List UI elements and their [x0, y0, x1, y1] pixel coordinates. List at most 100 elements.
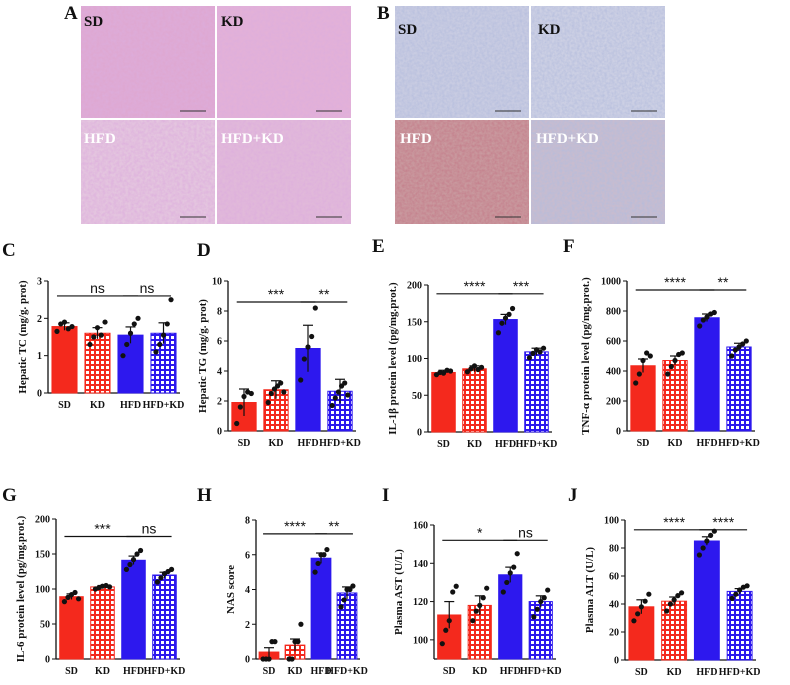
data-point	[502, 315, 509, 321]
bar-kd	[462, 368, 487, 433]
data-point	[266, 656, 272, 662]
x-tick-label: KD	[95, 666, 110, 677]
y-tick-label: 0	[37, 389, 42, 400]
data-point	[305, 344, 311, 350]
data-point	[534, 606, 540, 612]
significance-label: ****	[663, 514, 685, 530]
data-point	[278, 380, 284, 386]
panel-letter: E	[372, 236, 385, 257]
data-point	[665, 371, 671, 377]
data-point	[737, 587, 743, 593]
bar-hfd	[693, 540, 720, 661]
y-tick-label: 0	[45, 655, 50, 666]
y-tick-label: 200	[606, 397, 621, 408]
data-point	[638, 604, 644, 610]
data-point	[61, 599, 68, 605]
micrograph-label: SD	[84, 14, 103, 30]
y-axis-label: Plasma ALT (U/L)	[584, 547, 596, 634]
y-tick-label: 150	[407, 317, 422, 328]
data-point	[135, 315, 141, 321]
x-tick-label: SD	[58, 400, 71, 411]
y-tick-label: 20	[609, 628, 619, 639]
data-point	[272, 639, 278, 645]
data-point	[477, 602, 483, 609]
y-tick-label: 100	[413, 635, 428, 646]
y-tick-label: 0	[417, 428, 422, 439]
micrograph-label: KD	[221, 14, 244, 30]
y-tick-label: 100	[407, 354, 422, 365]
y-tick-label: 80	[609, 544, 619, 555]
y-tick-label: 0	[614, 656, 619, 667]
data-point	[69, 323, 75, 330]
data-point	[98, 332, 104, 338]
significance-label: ***	[94, 521, 111, 537]
data-point	[168, 566, 175, 573]
y-tick-label: 120	[413, 597, 428, 608]
data-point	[347, 586, 353, 593]
chart-f: F 0 200 400 600 800 1000 TNF-α protein level (p…	[563, 236, 760, 449]
chart-c: C 0 1 2 3 Hepatic TC (mg/g. prot) SD KD HFD HFD+K…	[2, 240, 184, 411]
data-point	[471, 363, 478, 369]
x-tick-label: SD	[263, 666, 276, 677]
x-tick-label: HFD	[120, 400, 141, 411]
data-point	[301, 356, 307, 362]
micrograph-label: SD	[398, 22, 417, 38]
y-tick-label: 140	[413, 559, 428, 570]
x-tick-label: SD	[637, 438, 650, 449]
data-point	[234, 420, 240, 427]
y-tick-label: 200	[407, 281, 422, 292]
data-point	[324, 546, 330, 553]
bar-hfd	[498, 574, 523, 660]
data-point	[675, 593, 681, 599]
data-point	[446, 618, 452, 624]
data-point	[241, 393, 247, 400]
data-point	[338, 604, 344, 610]
data-point	[164, 321, 170, 327]
data-point	[168, 297, 174, 303]
x-tick-label: HFD	[500, 666, 521, 677]
bar-sd	[59, 596, 84, 660]
y-tick-label: 8	[245, 516, 250, 527]
data-point	[700, 545, 706, 551]
data-point	[531, 614, 537, 620]
bar-hfd-kd	[336, 592, 358, 660]
data-point	[506, 311, 512, 317]
data-point	[538, 598, 544, 605]
micrograph-b-hfd: HFD	[395, 120, 529, 224]
data-point	[484, 585, 490, 591]
significance-label: ****	[712, 514, 734, 530]
bar-hfd-kd	[524, 351, 549, 433]
y-tick-label: 6	[245, 550, 250, 561]
data-point	[526, 355, 533, 361]
panel-letter: F	[563, 236, 575, 257]
data-point	[54, 328, 60, 334]
micrograph-b-hfd-kd: HFD+KD	[531, 120, 665, 224]
data-point	[248, 390, 254, 397]
bar-sd	[51, 326, 78, 394]
data-point	[633, 380, 639, 386]
panel-b-letter: B	[377, 3, 390, 24]
x-tick-label: HFD	[696, 667, 717, 678]
y-tick-label: 2	[245, 620, 250, 631]
y-tick-label: 100	[35, 585, 50, 596]
bar-kd	[662, 360, 688, 432]
x-tick-label: HFD	[297, 438, 318, 449]
significance-label: ***	[513, 278, 530, 294]
data-point	[671, 597, 677, 603]
data-point	[312, 569, 318, 575]
data-point	[642, 598, 648, 604]
micrograph-label: KD	[538, 22, 561, 38]
y-tick-label: 4	[245, 585, 250, 596]
data-point	[507, 570, 513, 576]
data-point	[281, 389, 287, 395]
x-tick-label: SD	[238, 438, 251, 449]
data-point	[468, 366, 474, 372]
significance-label: ****	[284, 518, 306, 534]
bar-hfd-kd	[528, 601, 553, 660]
data-point	[646, 591, 652, 597]
x-tick-label: SD	[443, 666, 456, 677]
y-axis-label: Hepatic TC (mg/g. prot)	[17, 280, 29, 394]
data-point	[157, 341, 163, 348]
data-point	[72, 589, 78, 596]
